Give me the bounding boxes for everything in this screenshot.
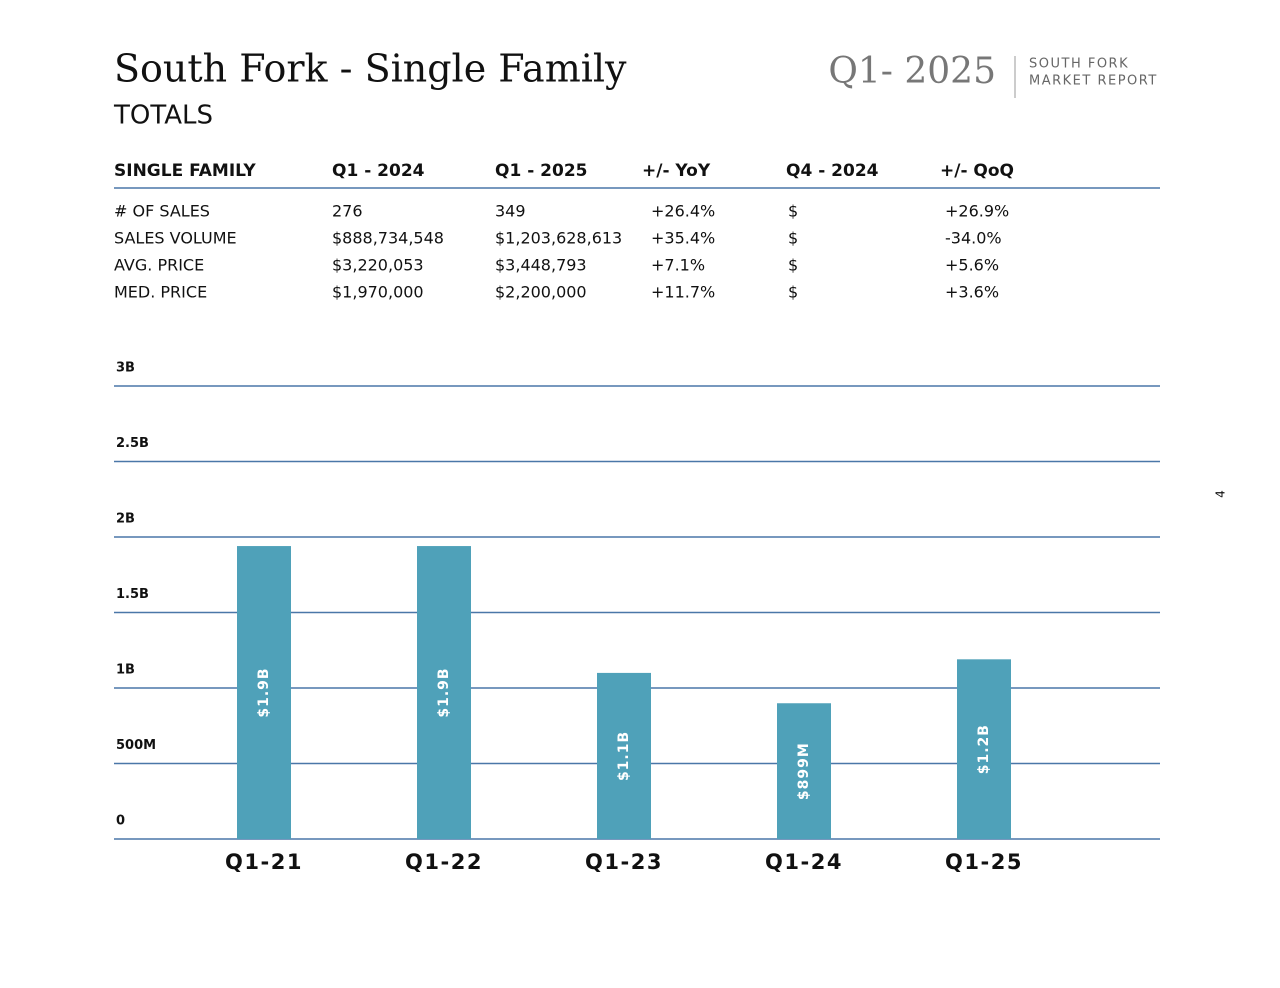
table-cell: $: [788, 283, 798, 302]
bar: [237, 546, 291, 839]
table-cell: -34.0%: [945, 229, 1002, 248]
table-cell: $888,734,548: [332, 229, 444, 248]
y-tick-label: 0: [116, 814, 125, 829]
report-name: MARKET REPORT: [1029, 74, 1158, 89]
page-number: 4: [1214, 490, 1228, 498]
table-cell: +3.6%: [945, 283, 999, 302]
y-tick-label: 2B: [116, 512, 135, 527]
value-label: $1.2B: [976, 724, 992, 774]
y-tick-label: 3B: [116, 361, 135, 376]
page-subtitle: TOTALS: [113, 101, 213, 131]
table-cell: AVG. PRICE: [114, 256, 204, 275]
table-header: Q1 - 2024: [332, 161, 425, 181]
table-cell: +35.4%: [651, 229, 715, 248]
value-label: $1.1B: [616, 731, 632, 781]
bar: [777, 703, 831, 839]
x-tick-label: Q1-21: [225, 850, 303, 874]
bar: [957, 659, 1011, 839]
bar: [597, 672, 651, 839]
table-cell: $: [788, 256, 798, 275]
table-cell: $2,200,000: [495, 283, 587, 302]
table-cell: +5.6%: [945, 256, 999, 275]
table-cell: 276: [332, 202, 363, 221]
table-cell: 349: [495, 202, 526, 221]
table-cell: +11.7%: [651, 283, 715, 302]
table-cell: $1,970,000: [332, 283, 424, 302]
table-cell: +7.1%: [651, 256, 705, 275]
y-tick-label: 2.5B: [116, 436, 149, 451]
table-header: +/- YoY: [642, 161, 711, 181]
x-tick-label: Q1-22: [405, 850, 483, 874]
table-cell: $1,203,628,613: [495, 229, 622, 248]
value-label: $899M: [796, 742, 812, 800]
value-label: $1.9B: [256, 667, 272, 717]
table-cell: $3,220,053: [332, 256, 424, 275]
table-header: +/- QoQ: [940, 161, 1014, 181]
table-header: SINGLE FAMILY: [114, 161, 256, 181]
table-header: Q4 - 2024: [786, 161, 879, 181]
bar: [417, 546, 471, 839]
report-name: SOUTH FORK: [1029, 57, 1129, 72]
x-tick-label: Q1-25: [945, 850, 1023, 874]
x-tick-label: Q1-24: [765, 850, 843, 874]
table-cell: $: [788, 229, 798, 248]
y-tick-label: 500M: [116, 738, 156, 753]
table-cell: +26.4%: [651, 202, 715, 221]
period: Q1- 2025: [828, 51, 996, 92]
table-cell: # OF SALES: [114, 202, 210, 221]
table-cell: +26.9%: [945, 202, 1009, 221]
y-tick-label: 1B: [116, 663, 135, 678]
page-title: South Fork - Single Family: [114, 47, 627, 91]
y-tick-label: 1.5B: [116, 587, 149, 602]
table-cell: $: [788, 202, 798, 221]
table-cell: SALES VOLUME: [114, 229, 237, 248]
table-cell: MED. PRICE: [114, 283, 207, 302]
x-tick-label: Q1-23: [585, 850, 663, 874]
table-cell: $3,448,793: [495, 256, 587, 275]
table-header: Q1 - 2025: [495, 161, 588, 181]
value-label: $1.9B: [436, 667, 452, 717]
